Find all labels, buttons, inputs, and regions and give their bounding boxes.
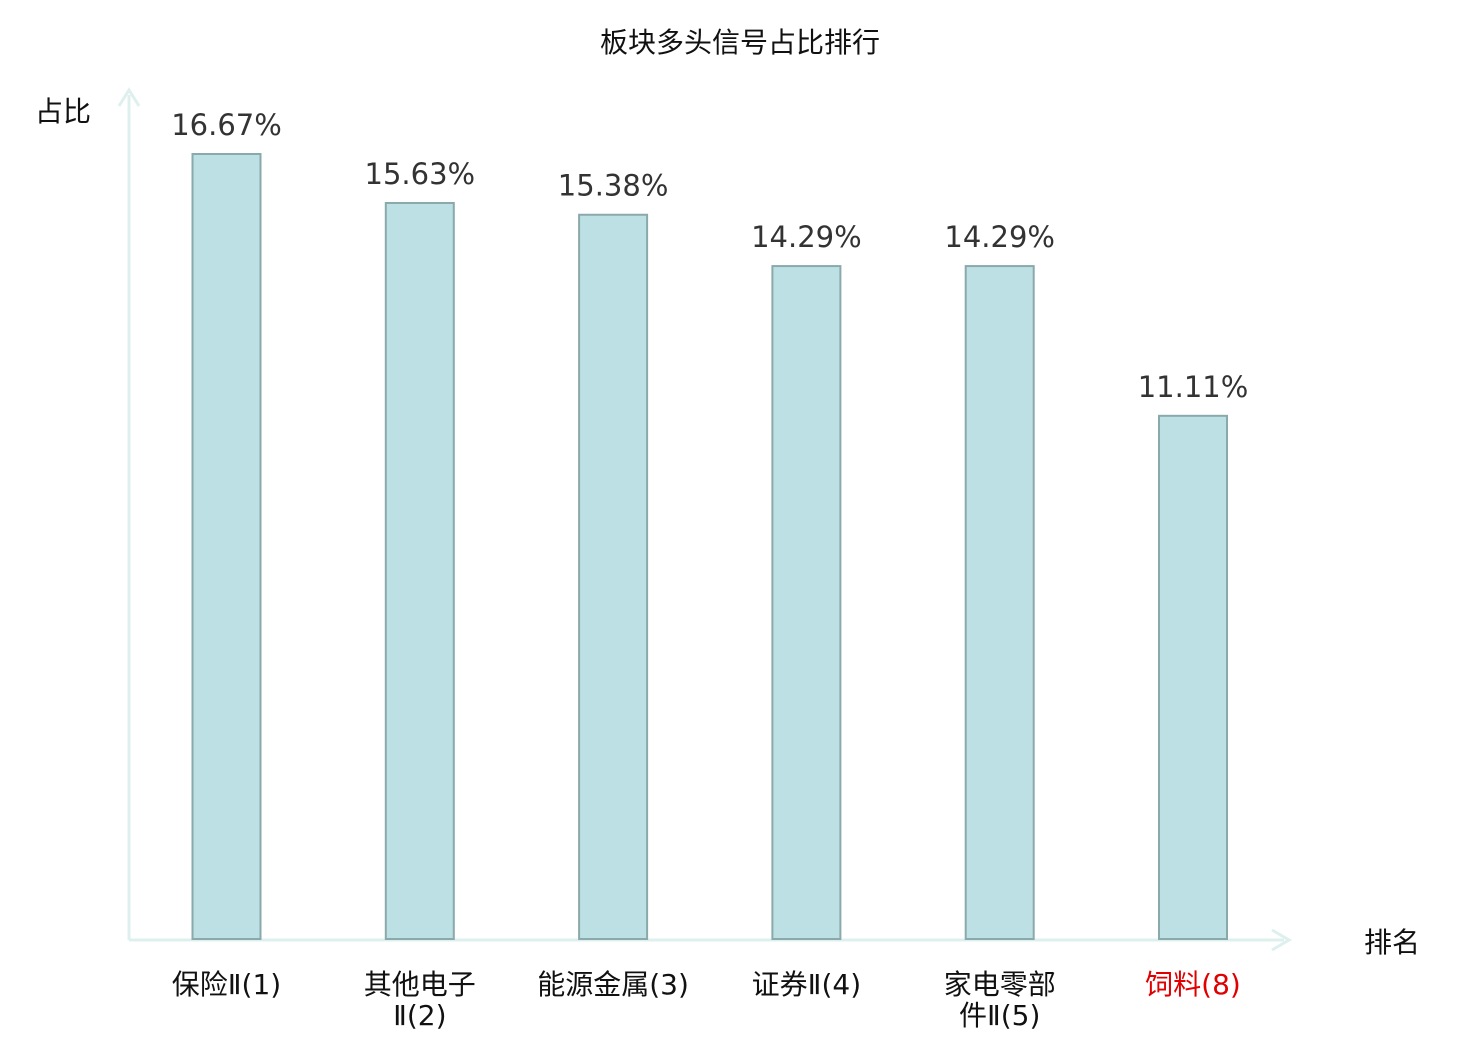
value-labels-group: 16.67% 15.63% 15.38% 14.29% 14.29% 11.11% (171, 108, 1248, 404)
bar-value-label: 16.67% (171, 108, 282, 142)
bar-value-label: 11.11% (1138, 370, 1249, 404)
bar-value-label: 14.29% (751, 220, 862, 254)
chart-title: 板块多头信号占比排行 (600, 26, 880, 59)
x-tick-label: 件Ⅱ(5) (959, 999, 1040, 1032)
x-tick-label: 保险Ⅱ(1) (172, 968, 281, 1001)
x-tick-label: 家电零部 (944, 968, 1056, 1001)
bar (771, 265, 842, 941)
bar-value-label: 15.63% (365, 157, 476, 191)
x-tick-label: Ⅱ(2) (393, 999, 446, 1032)
bar (191, 153, 262, 940)
bar-value-label: 15.38% (558, 169, 669, 203)
x-tick-label: 证券Ⅱ(4) (752, 968, 861, 1001)
x-axis-label: 排名 (1364, 926, 1420, 959)
x-tick-label: 能源金属(3) (537, 968, 689, 1001)
x-tick-label: 其他电子 (364, 968, 476, 1001)
bar (384, 201, 455, 941)
bar (1158, 414, 1228, 941)
y-axis-label: 占比 (35, 95, 91, 128)
x-tick-label: 饲料(8) (1145, 968, 1241, 1001)
bar-value-label: 14.29% (944, 220, 1055, 254)
bars-group (191, 153, 1228, 941)
y-axis-arrow (117, 87, 141, 107)
x-axis-arrow (1271, 928, 1292, 952)
bar (578, 213, 649, 941)
bar (964, 265, 1035, 941)
